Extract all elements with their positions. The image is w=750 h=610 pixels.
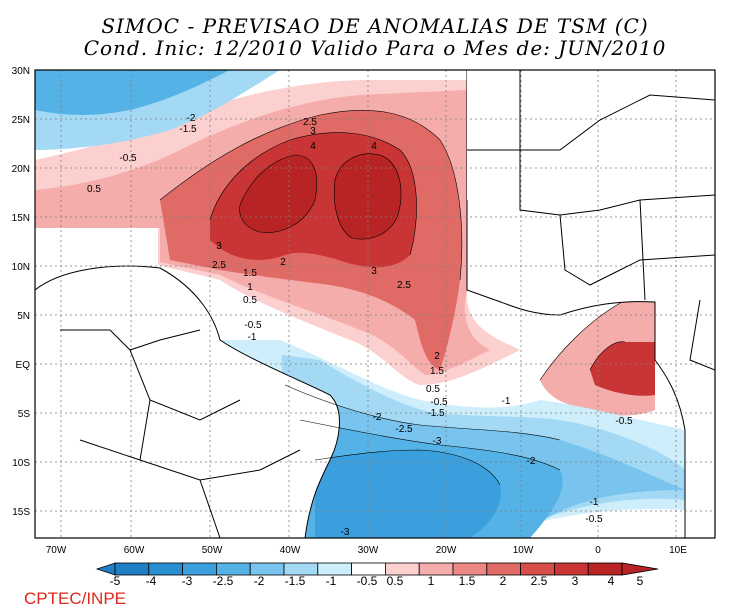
anomaly-field-guinea-hot bbox=[590, 341, 655, 396]
colorbar-label: -3 bbox=[182, 574, 193, 588]
lon-label: 30W bbox=[358, 545, 379, 556]
footer-credit: CPTEC/INPE bbox=[24, 589, 127, 608]
contour-label: 1.5 bbox=[243, 268, 257, 279]
contour-label: -2 bbox=[527, 456, 536, 467]
map-title-line1: SIMOC - PREVISAO DE ANOMALIAS DE TSM (C) bbox=[101, 14, 649, 38]
contour-label: -3 bbox=[433, 436, 442, 447]
colorbar-swatch bbox=[587, 562, 623, 576]
anomaly-field-caribbean-cold bbox=[35, 70, 230, 115]
land-west-africa bbox=[467, 70, 622, 302]
lon-label: 10E bbox=[669, 545, 687, 556]
colorbar-label: 1.5 bbox=[459, 574, 476, 588]
colorbar-label: 1 bbox=[428, 574, 435, 588]
colorbar-label: 0.5 bbox=[387, 574, 404, 588]
lon-label: 10W bbox=[513, 545, 534, 556]
lat-label: EQ bbox=[16, 360, 31, 371]
contour-label: -1 bbox=[248, 332, 257, 343]
colorbar-arrow-right bbox=[621, 562, 659, 576]
lon-label: 70W bbox=[46, 545, 67, 556]
colorbar-label: 3 bbox=[572, 574, 579, 588]
colorbar-label: -2.5 bbox=[213, 574, 234, 588]
plot-frame bbox=[34, 69, 716, 539]
contour-label: 2.5 bbox=[303, 117, 317, 128]
contour-label: 2.5 bbox=[212, 260, 226, 271]
lon-label: 0 bbox=[595, 545, 601, 556]
contour-label: -0.5 bbox=[244, 320, 262, 331]
contour-label: 0.5 bbox=[243, 295, 257, 306]
lon-label: 20W bbox=[436, 545, 457, 556]
contour-labels: -2 -1.5 -0.5 0.5 2.5 3 4 4 3 2 2.5 1.5 1… bbox=[87, 113, 633, 538]
contour-label: 3 bbox=[371, 266, 377, 277]
contour-label: -0.5 bbox=[615, 416, 633, 427]
colorbar-label: -1.5 bbox=[285, 574, 306, 588]
lat-label: 5S bbox=[18, 409, 31, 420]
contour-label: -2.5 bbox=[395, 424, 413, 435]
lat-label: 15N bbox=[12, 213, 30, 224]
colorbar-labels: -5 -4 -3 -2.5 -2 -1.5 -1 -0.5 0.5 1 1.5 … bbox=[110, 574, 644, 588]
map-title-line2: Cond. Inic: 12/2010 Valido Para o Mes de… bbox=[83, 36, 667, 60]
contour-label: 4 bbox=[310, 141, 316, 152]
colorbar-label: 4 bbox=[608, 574, 615, 588]
country-borders bbox=[60, 70, 715, 538]
contour-label: -1.5 bbox=[427, 408, 445, 419]
colorbar-label: 2 bbox=[500, 574, 507, 588]
contour-label: 0.5 bbox=[87, 184, 101, 195]
land-south-america bbox=[35, 265, 340, 538]
colorbar-label: -0.5 bbox=[357, 574, 378, 588]
contour-lines bbox=[159, 110, 626, 486]
contour-label: -2 bbox=[187, 113, 196, 124]
lat-label: 10S bbox=[12, 458, 30, 469]
lat-label: 5N bbox=[17, 311, 30, 322]
contour-label: 1.5 bbox=[430, 366, 444, 377]
lat-label: 25N bbox=[12, 115, 30, 126]
colorbar-label: -2 bbox=[254, 574, 265, 588]
contour-label: -3 bbox=[341, 527, 350, 538]
contour-label: -1.5 bbox=[179, 124, 197, 135]
colorbar-label: 2.5 bbox=[531, 574, 548, 588]
contour-label: -2 bbox=[373, 412, 382, 423]
contour-label: -1 bbox=[590, 497, 599, 508]
contour-label: 2.5 bbox=[397, 280, 411, 291]
colorbar bbox=[95, 562, 659, 576]
anomaly-field-pos-4 bbox=[239, 153, 401, 240]
colorbar-label: -5 bbox=[110, 574, 121, 588]
contour-label: 2 bbox=[434, 351, 440, 362]
contour-label: -0.5 bbox=[430, 397, 448, 408]
contour-label: -1 bbox=[502, 396, 511, 407]
contour-label: 0.5 bbox=[426, 384, 440, 395]
contour-label: 3 bbox=[216, 241, 222, 252]
lat-label: 15S bbox=[12, 507, 30, 518]
lat-label: 10N bbox=[12, 262, 30, 273]
lat-label: 20N bbox=[12, 164, 30, 175]
contour-label: 2 bbox=[280, 257, 286, 268]
colorbar-swatch bbox=[418, 562, 454, 576]
contour-label: -0.5 bbox=[585, 514, 603, 525]
contour-label: -0.5 bbox=[119, 153, 137, 164]
contour-label: 4 bbox=[371, 141, 377, 152]
colorbar-label: -4 bbox=[146, 574, 157, 588]
lon-label: 50W bbox=[202, 545, 223, 556]
anomaly-field-neg-3 bbox=[315, 450, 501, 538]
colorbar-label: 5 bbox=[637, 574, 644, 588]
contour-label: 3 bbox=[310, 126, 316, 137]
lat-label: 30N bbox=[12, 66, 30, 77]
lon-label: 40W bbox=[280, 545, 301, 556]
contour-label: 1 bbox=[247, 282, 253, 293]
lon-label: 60W bbox=[124, 545, 145, 556]
colorbar-label: -1 bbox=[326, 574, 337, 588]
